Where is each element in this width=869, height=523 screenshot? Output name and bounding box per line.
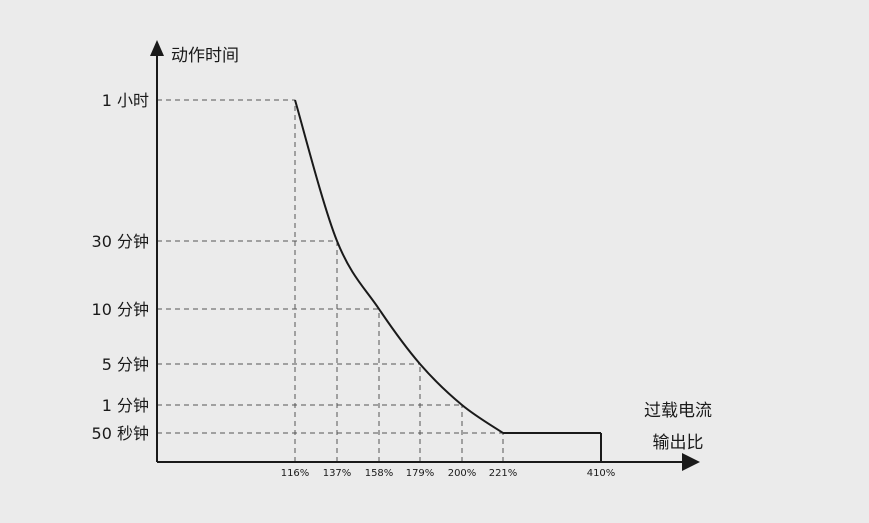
x-tick-label-410: 410%: [587, 468, 616, 479]
y-tick-label-6: 50 秒钟: [92, 424, 149, 443]
x-tick-label-137: 137%: [323, 468, 352, 479]
trip-curve: [295, 100, 503, 433]
x-axis-title-line-2: 输出比: [653, 433, 704, 453]
axes: [150, 40, 700, 471]
y-tick-label-5: 1 分钟: [102, 396, 149, 415]
y-tick-label-1: 1 小时: [102, 91, 149, 110]
x-tick-label-200: 200%: [448, 468, 477, 479]
y-axis-arrow-icon: [150, 40, 164, 56]
series-layer: [295, 100, 601, 462]
y-axis-title: 动作时间: [171, 46, 239, 66]
y-tick-label-3: 10 分钟: [92, 300, 149, 319]
x-axis-title-line-1: 过载电流: [644, 401, 712, 421]
x-tick-label-158: 158%: [365, 468, 394, 479]
x-tick-label-179: 179%: [406, 468, 435, 479]
x-axis-arrow-icon: [682, 453, 700, 471]
x-tick-label-116: 116%: [281, 468, 310, 479]
y-tick-label-2: 30 分钟: [92, 232, 149, 251]
x-tick-label-221: 221%: [489, 468, 518, 479]
y-tick-label-4: 5 分钟: [102, 355, 149, 374]
labels-layer: 1 小时 30 分钟 10 分钟 5 分钟 1 分钟 50 秒钟 116% 137% 158% 1…: [92, 46, 712, 479]
guide-lines: [157, 100, 503, 462]
